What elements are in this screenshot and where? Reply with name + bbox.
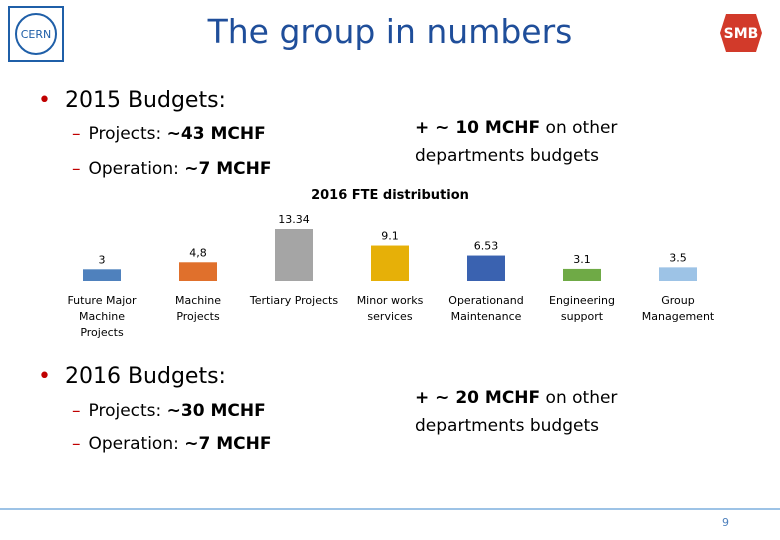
- note-bold: + ~ 20 MCHF: [415, 388, 541, 408]
- bar: [275, 229, 313, 281]
- sub-bullet: – Operation: ~7 MCHF: [72, 434, 272, 454]
- amount: ~7 MCHF: [184, 159, 272, 179]
- chart-title: 2016 FTE distribution: [311, 188, 469, 203]
- heading: 2015 Budgets:: [64, 88, 226, 113]
- category-label: Operationand Maintenance: [448, 294, 524, 323]
- value-label: 13.34: [278, 213, 310, 226]
- sub-bullet: – Operation: ~7 MCHF: [72, 159, 272, 179]
- cern-logo: CERN: [8, 6, 64, 62]
- bullet: • 2016 Budgets:: [38, 364, 226, 389]
- page-number: 9: [722, 516, 729, 529]
- bar: [563, 268, 601, 281]
- bar: [467, 255, 505, 281]
- amount: ~30 MCHF: [166, 401, 266, 421]
- note-text: on other departments budgets: [415, 118, 618, 166]
- smb-logo: SMB: [720, 14, 762, 52]
- logo-text: CERN: [21, 28, 52, 41]
- heading: 2016 Budgets:: [64, 364, 226, 389]
- label: Operation:: [88, 434, 179, 454]
- sub-bullet: – Projects: ~43 MCHF: [72, 124, 266, 144]
- category-label: Minor works services: [356, 294, 424, 323]
- value-label: 3.1: [573, 253, 591, 266]
- logo-text: SMB: [724, 26, 759, 42]
- label: Operation:: [88, 159, 179, 179]
- note-bold: + ~ 10 MCHF: [415, 118, 541, 138]
- category-label: Future Major Machine Projects: [67, 294, 137, 339]
- note: + ~ 20 MCHF on other departments budgets: [415, 384, 655, 440]
- bar: [83, 269, 121, 281]
- category-label: Group Management: [641, 294, 715, 323]
- value-label: 3.5: [669, 251, 687, 264]
- footer-line: [0, 508, 780, 510]
- value-label: 6.53: [474, 240, 499, 253]
- label: Projects:: [88, 401, 162, 421]
- amount: ~43 MCHF: [166, 124, 266, 144]
- chart: 3 4,8 13.34 9.1 6.53 3.1 3.5: [83, 213, 697, 281]
- amount: ~7 MCHF: [184, 434, 272, 454]
- bar: [179, 262, 217, 281]
- note: + ~ 10 MCHF on other departments budgets: [415, 114, 655, 170]
- label: Projects:: [88, 124, 162, 144]
- value-label: 3: [99, 253, 106, 266]
- category-label: Machine Projects: [174, 294, 222, 323]
- value-label: 4,8: [189, 246, 207, 259]
- note-text: on other departments budgets: [415, 388, 618, 436]
- bullet: • 2015 Budgets:: [38, 88, 226, 113]
- bar: [371, 245, 409, 281]
- sub-bullet: – Projects: ~30 MCHF: [72, 401, 266, 421]
- category-label: Engineering support: [549, 294, 615, 323]
- slide-title: The group in numbers: [207, 12, 573, 51]
- bar: [659, 267, 697, 281]
- category-label: Tertiary Projects: [249, 294, 339, 307]
- value-label: 9.1: [381, 230, 399, 243]
